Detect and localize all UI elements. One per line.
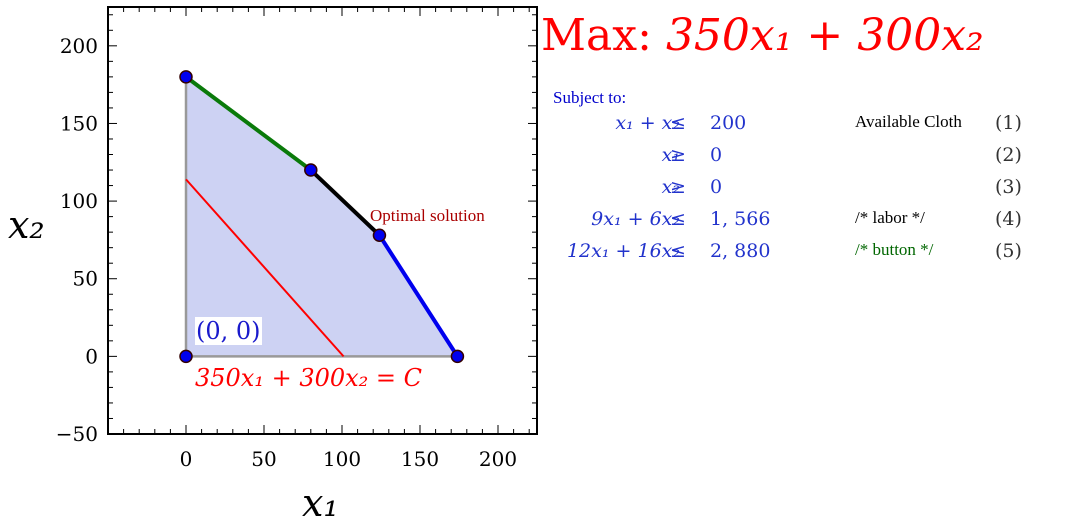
constraint-number: (1) [995, 112, 1022, 134]
constraint-lhs: 9x₁ + 6x₂ [591, 208, 680, 230]
constraint-lhs: 12x₁ + 16x₂ [566, 240, 680, 262]
constraint-rhs: 200 [710, 112, 747, 134]
x-tick-label: 150 [401, 447, 439, 471]
constraint-operator: ≤ [670, 240, 686, 262]
constraint-note: /* button */ [855, 240, 934, 259]
tick-marks [107, 7, 537, 435]
objective-label: Max: [541, 10, 652, 61]
origin-label: (0, 0) [195, 317, 262, 345]
constraint-rhs: 2, 880 [710, 240, 771, 262]
vertices [179, 70, 465, 364]
constraint-number: (3) [995, 176, 1022, 198]
constraint-row: x₁ ≥0 (2) [530, 144, 1060, 172]
region-edge [308, 168, 382, 238]
x-tick-label: 0 [180, 447, 193, 471]
constraint-row: x₂ ≥0 (3) [530, 176, 1060, 204]
y-tick-label: 150 [60, 111, 98, 135]
plot-frame [107, 6, 538, 435]
constraint-number: (2) [995, 144, 1022, 166]
vertex-point [179, 70, 193, 84]
region-edge [377, 233, 460, 359]
constraint-note: Available Cloth [855, 112, 962, 131]
constraint-rhs: 0 [710, 144, 723, 166]
constraint-operator: ≥ [670, 176, 686, 198]
x-tick-labels: 0 50 100 150 200 [180, 447, 517, 471]
constraint-rhs: 1, 566 [710, 208, 771, 230]
region-edge [184, 74, 313, 173]
y-tick-label: 100 [60, 189, 98, 213]
objective-expression: 350x₁ + 300x₂ [665, 10, 984, 61]
x-axis-title: x₁ [302, 481, 339, 525]
constraint-number: (5) [995, 240, 1022, 262]
constraint-operator: ≥ [670, 144, 686, 166]
constraint-rhs: 0 [710, 176, 723, 198]
constraint-note: /* labor */ [855, 208, 925, 227]
x-tick-label: 50 [251, 447, 276, 471]
y-tick-label: 50 [73, 267, 98, 291]
y-tick-label: −50 [56, 422, 98, 446]
vertex-point [450, 349, 465, 364]
vertex-point [304, 163, 318, 177]
vertex-point [372, 228, 387, 243]
y-axis-title: x₂ [8, 203, 45, 247]
y-tick-labels: −50 0 50 100 150 200 [56, 34, 98, 446]
constraint-row: 12x₁ + 16x₂ ≤2, 880 /* button */ (5) [530, 240, 1060, 268]
constraint-lhs: x₂ [661, 176, 680, 198]
y-tick-label: 200 [60, 34, 98, 58]
x-tick-label: 100 [323, 447, 361, 471]
lp-chart: 0 50 100 150 200 −50 0 50 100 150 200 x₁ x₂ [8, 6, 538, 525]
x-tick-label: 200 [479, 447, 517, 471]
y-tick-label: 0 [85, 344, 98, 368]
subject-to-label: Subject to: [553, 88, 627, 107]
constraint-operator: ≤ [670, 112, 686, 134]
constraint-lhs: x₁ + x₂ [615, 112, 680, 134]
iso-line-equation: 350x₁ + 300x₂ = C [195, 364, 423, 392]
feasible-region [186, 76, 458, 357]
constraint-row: x₁ + x₂ ≤200 Available Cloth (1) [530, 112, 1060, 140]
optimal-solution-label: Optimal solution [370, 206, 485, 225]
constraint-operator: ≤ [670, 208, 686, 230]
vertex-point [179, 349, 193, 364]
constraint-lhs: x₁ [661, 144, 680, 166]
constraint-edges [184, 74, 460, 359]
constraint-row: 9x₁ + 6x₂ ≤1, 566 /* labor */ (4) [530, 208, 1060, 236]
constraint-number: (4) [995, 208, 1022, 230]
iso-profit-line [185, 178, 345, 358]
objective-function: Max: 350x₁ + 300x₂ [541, 10, 984, 61]
